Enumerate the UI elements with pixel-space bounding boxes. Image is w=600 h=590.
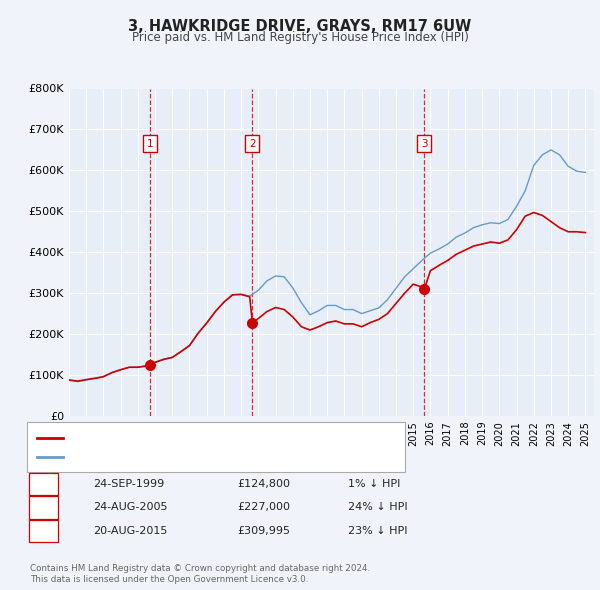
Text: £227,000: £227,000 bbox=[237, 503, 290, 512]
Text: £309,995: £309,995 bbox=[237, 526, 290, 536]
Text: 23% ↓ HPI: 23% ↓ HPI bbox=[348, 526, 407, 536]
Text: 24-SEP-1999: 24-SEP-1999 bbox=[93, 479, 164, 489]
Text: 3, HAWKRIDGE DRIVE, GRAYS, RM17 6UW: 3, HAWKRIDGE DRIVE, GRAYS, RM17 6UW bbox=[128, 19, 472, 34]
Text: 1: 1 bbox=[147, 139, 154, 149]
Text: 20-AUG-2015: 20-AUG-2015 bbox=[93, 526, 167, 536]
Text: £124,800: £124,800 bbox=[237, 479, 290, 489]
Text: This data is licensed under the Open Government Licence v3.0.: This data is licensed under the Open Gov… bbox=[30, 575, 308, 584]
Text: 3: 3 bbox=[421, 139, 428, 149]
Text: Contains HM Land Registry data © Crown copyright and database right 2024.: Contains HM Land Registry data © Crown c… bbox=[30, 565, 370, 573]
Text: 1: 1 bbox=[40, 479, 47, 489]
Text: 3, HAWKRIDGE DRIVE, GRAYS, RM17 6UW (detached house): 3, HAWKRIDGE DRIVE, GRAYS, RM17 6UW (det… bbox=[68, 433, 367, 443]
Text: 24-AUG-2005: 24-AUG-2005 bbox=[93, 503, 167, 512]
Text: 2: 2 bbox=[40, 503, 47, 512]
Text: 2: 2 bbox=[249, 139, 256, 149]
Text: HPI: Average price, detached house, Thurrock: HPI: Average price, detached house, Thur… bbox=[68, 452, 296, 461]
Text: Price paid vs. HM Land Registry's House Price Index (HPI): Price paid vs. HM Land Registry's House … bbox=[131, 31, 469, 44]
Text: 1% ↓ HPI: 1% ↓ HPI bbox=[348, 479, 400, 489]
Text: 3: 3 bbox=[40, 526, 47, 536]
Text: 24% ↓ HPI: 24% ↓ HPI bbox=[348, 503, 407, 512]
